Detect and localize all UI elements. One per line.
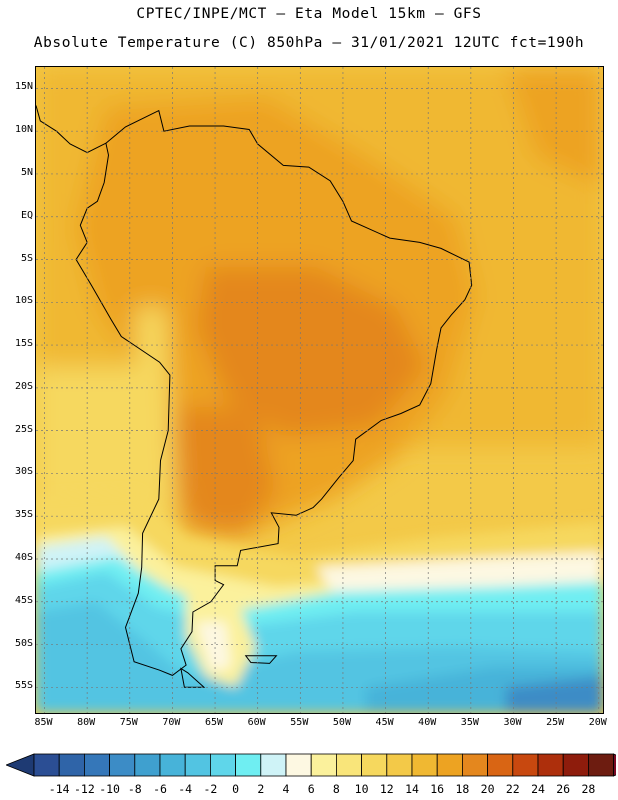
colorbar-label: 14 <box>405 782 419 796</box>
colorbar-swatch <box>285 753 312 777</box>
colorbar-label: 2 <box>257 782 265 796</box>
map-panel <box>35 66 604 714</box>
colorbar-swatch <box>487 753 514 777</box>
latitude-label: 20S <box>14 380 33 392</box>
longitude-label: 55W <box>290 717 309 728</box>
latitude-label: 5S <box>20 252 33 264</box>
colorbar-swatch <box>260 753 287 777</box>
colorbar-swatch <box>184 753 211 777</box>
colorbar-swatch <box>159 753 186 777</box>
longitude-label: 45W <box>375 717 394 728</box>
colorbar-label: 20 <box>480 782 495 796</box>
latitude-label: 25S <box>14 423 33 435</box>
title-line-1: CPTEC/INPE/MCT — Eta Model 15km — GFS <box>136 6 482 22</box>
colorbar-swatch <box>109 753 136 777</box>
latitude-label: 5N <box>20 166 33 178</box>
tierra-del-fuego-coastline <box>180 667 206 688</box>
colorbar-swatch <box>436 753 463 777</box>
colorbar-over-arrow <box>613 753 616 777</box>
colorbar-label: -6 <box>153 782 167 796</box>
colorbar-swatch <box>134 753 161 777</box>
colorbar-label: -2 <box>203 782 218 796</box>
colorbar-swatch <box>588 753 615 777</box>
latitude-label: 50S <box>14 637 33 649</box>
colorbar-label: 12 <box>379 782 394 796</box>
colorbar-swatch <box>361 753 388 777</box>
temperature-field <box>36 67 603 713</box>
colorbar-label: 28 <box>581 782 596 796</box>
coastlines <box>36 105 473 688</box>
latitude-label: 35S <box>14 509 33 521</box>
longitude-label: 50W <box>332 717 351 728</box>
latitude-label: 15S <box>14 338 33 350</box>
falkland-islands-coastline <box>244 655 278 664</box>
longitude-label: 25W <box>546 717 565 728</box>
colorbar-under-arrow <box>6 753 35 777</box>
colorbar-label: 22 <box>505 782 520 796</box>
central-america-coastline <box>36 105 107 154</box>
colorbar-label: 10 <box>354 782 369 796</box>
longitude-label: 60W <box>247 717 266 728</box>
longitude-label: 80W <box>77 717 96 728</box>
colorbar-label: 18 <box>455 782 470 796</box>
temperature-map <box>36 67 603 713</box>
longitude-label: 75W <box>119 717 138 728</box>
colorbar-label: 0 <box>232 782 240 796</box>
colorbar-label: -8 <box>127 782 142 796</box>
colorbar-swatch <box>461 753 488 777</box>
south-america-coastline <box>75 109 473 676</box>
latitude-label: 10S <box>14 295 33 307</box>
latitude-label: 55S <box>14 680 33 692</box>
latitude-label: 10N <box>14 124 33 136</box>
colorbar-label: -10 <box>99 782 120 796</box>
colorbar-swatch <box>386 753 413 777</box>
longitude-label: 35W <box>460 717 479 728</box>
colorbar-swatch <box>33 753 60 777</box>
latitude-label: 40S <box>14 551 33 563</box>
longitude-label: 20W <box>588 717 607 728</box>
colorbar-swatch <box>562 753 589 777</box>
colorbar-label: -12 <box>74 782 95 796</box>
latitude-label: 15N <box>14 81 33 93</box>
colorbar-label: -14 <box>48 782 70 796</box>
longitude-label: 40W <box>418 717 437 728</box>
colorbar-label: 24 <box>531 782 545 796</box>
longitude-label: 65W <box>205 717 224 728</box>
longitude-label: 70W <box>162 717 181 728</box>
colorbar-label: 8 <box>332 782 340 796</box>
colorbar-swatch <box>310 753 337 777</box>
latitude-label: 45S <box>14 594 33 606</box>
colorbar-swatch <box>58 753 85 777</box>
latitude-label: 30S <box>14 466 33 478</box>
colorbar-label: 4 <box>282 782 290 796</box>
longitude-label: 85W <box>34 717 53 728</box>
longitude-label: 30W <box>503 717 522 728</box>
colorbar-swatch <box>335 753 362 777</box>
latitude-label: EQ <box>20 209 33 221</box>
colorbar-swatch <box>235 753 262 777</box>
colorbar-swatch <box>512 753 539 777</box>
colorbar-label: 6 <box>307 782 315 796</box>
colorbar-label: -4 <box>178 782 193 796</box>
colorbar <box>6 753 616 777</box>
colorbar-swatch <box>209 753 236 777</box>
colorbar-swatch <box>537 753 564 777</box>
title-line-2: Absolute Temperature (C) 850hPa — 31/01/… <box>33 35 585 51</box>
colorbar-swatch <box>411 753 438 777</box>
colorbar-swatch <box>84 753 111 777</box>
colorbar-label: 16 <box>430 782 445 796</box>
colorbar-label: 26 <box>556 782 571 796</box>
